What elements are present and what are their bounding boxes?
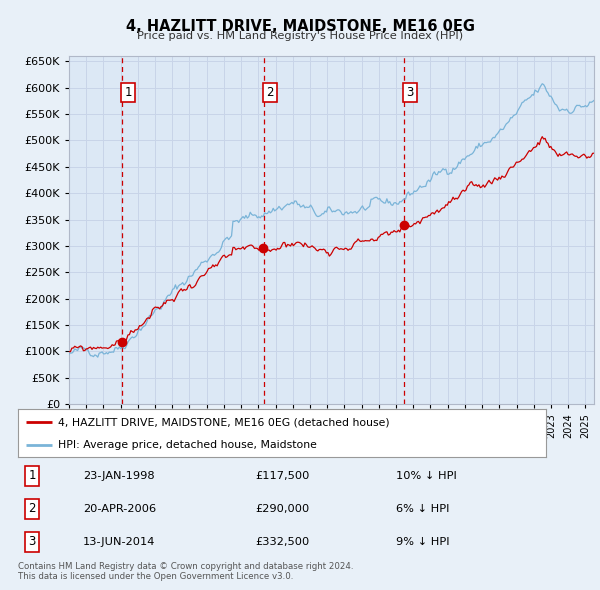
- Text: 13-JUN-2014: 13-JUN-2014: [83, 537, 155, 547]
- Text: Contains HM Land Registry data © Crown copyright and database right 2024.: Contains HM Land Registry data © Crown c…: [18, 562, 353, 571]
- Text: 1: 1: [28, 469, 36, 482]
- Text: 9% ↓ HPI: 9% ↓ HPI: [396, 537, 449, 547]
- Text: 23-JAN-1998: 23-JAN-1998: [83, 471, 154, 481]
- Text: 20-APR-2006: 20-APR-2006: [83, 504, 156, 514]
- Text: 10% ↓ HPI: 10% ↓ HPI: [396, 471, 457, 481]
- Text: 2: 2: [28, 502, 36, 516]
- Text: £117,500: £117,500: [255, 471, 309, 481]
- Text: 2: 2: [266, 86, 274, 99]
- Text: 4, HAZLITT DRIVE, MAIDSTONE, ME16 0EG (detached house): 4, HAZLITT DRIVE, MAIDSTONE, ME16 0EG (d…: [58, 417, 389, 427]
- Text: 4, HAZLITT DRIVE, MAIDSTONE, ME16 0EG: 4, HAZLITT DRIVE, MAIDSTONE, ME16 0EG: [125, 19, 475, 34]
- Text: 3: 3: [406, 86, 413, 99]
- Text: HPI: Average price, detached house, Maidstone: HPI: Average price, detached house, Maid…: [58, 440, 316, 450]
- Text: Price paid vs. HM Land Registry's House Price Index (HPI): Price paid vs. HM Land Registry's House …: [137, 31, 463, 41]
- Text: 6% ↓ HPI: 6% ↓ HPI: [396, 504, 449, 514]
- Text: £332,500: £332,500: [255, 537, 309, 547]
- Text: This data is licensed under the Open Government Licence v3.0.: This data is licensed under the Open Gov…: [18, 572, 293, 581]
- Text: £290,000: £290,000: [255, 504, 309, 514]
- Text: 1: 1: [124, 86, 132, 99]
- Text: 3: 3: [28, 536, 36, 549]
